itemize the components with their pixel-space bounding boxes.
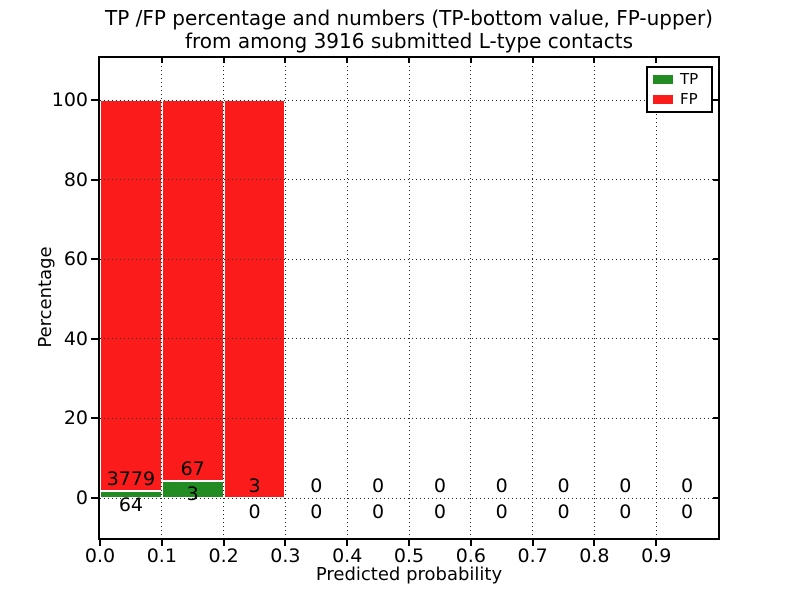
y-tick-mark <box>91 497 98 499</box>
x-tick-label: 0.6 <box>455 545 486 567</box>
x-tick-mark-top <box>469 58 472 63</box>
x-tick-label: 0.1 <box>146 545 177 567</box>
gridline-vertical <box>655 58 657 538</box>
y-tick-label: 0 <box>75 487 88 509</box>
y-axis-label: Percentage <box>35 246 56 348</box>
gridline-vertical <box>161 58 163 538</box>
x-tick-mark-top <box>222 58 225 63</box>
fp-count-label: 0 <box>495 475 508 498</box>
y-tick-mark <box>91 99 98 101</box>
fp-count-label: 0 <box>619 475 632 498</box>
x-tick-mark-top <box>284 58 287 63</box>
y-tick-mark <box>91 258 98 261</box>
chart-title-line1: TP /FP percentage and numbers (TP-bottom… <box>105 6 713 30</box>
x-axis-label: Predicted probability <box>315 564 503 585</box>
legend-label-fp: FP <box>680 89 698 108</box>
x-tick-mark <box>99 540 101 546</box>
y-tick-mark-right <box>713 99 718 101</box>
x-tick-mark <box>222 540 225 546</box>
fp-count-label: 67 <box>180 457 205 480</box>
chart-title-line2: from among 3916 submitted L-type contact… <box>184 29 634 53</box>
fp-bar-segment <box>161 100 224 481</box>
fp-count-label: 3 <box>248 475 261 498</box>
tp-swatch-icon <box>653 75 673 85</box>
y-tick-mark-right <box>713 178 718 181</box>
x-tick-label: 0.8 <box>579 545 610 567</box>
tp-count-label: 0 <box>681 500 694 523</box>
gridline-vertical <box>470 58 472 538</box>
y-tick-mark <box>91 417 98 420</box>
tp-count-label: 0 <box>248 500 261 523</box>
y-tick-label: 20 <box>63 407 88 430</box>
legend: TP FP <box>646 66 713 113</box>
y-tick-mark <box>91 337 98 340</box>
chart-title: TP /FP percentage and numbers (TP-bottom… <box>98 7 720 53</box>
x-tick-label: 0.9 <box>641 545 672 567</box>
gridline-vertical <box>284 58 286 538</box>
x-tick-mark-top <box>531 58 534 63</box>
fp-count-label: 0 <box>681 475 694 498</box>
x-tick-label: 0.0 <box>84 545 116 567</box>
x-tick-mark <box>593 540 596 546</box>
legend-label-tp: TP <box>680 70 699 89</box>
fp-count-label: 0 <box>557 475 570 498</box>
x-tick-label: 0.7 <box>517 545 548 567</box>
y-tick-label: 100 <box>51 89 88 111</box>
y-tick-label: 80 <box>63 168 88 191</box>
fp-count-label: 0 <box>433 475 446 498</box>
fp-count-label: 3779 <box>106 468 156 491</box>
gridline-vertical <box>532 58 534 538</box>
tp-count-label: 0 <box>372 500 385 523</box>
legend-item-fp: FP <box>653 89 706 108</box>
x-tick-label: 0.3 <box>270 545 301 567</box>
x-tick-mark <box>160 540 163 546</box>
tp-count-label: 3 <box>186 483 199 506</box>
x-tick-mark <box>408 540 410 546</box>
tp-count-label: 64 <box>118 493 143 516</box>
x-tick-mark <box>655 540 658 546</box>
gridline-vertical <box>408 58 410 538</box>
x-tick-label: 0.5 <box>393 545 425 567</box>
gridline-vertical <box>346 58 348 538</box>
y-tick-mark-right <box>713 417 718 420</box>
x-tick-mark <box>346 540 349 546</box>
tp-count-label: 0 <box>557 500 570 523</box>
fp-count-label: 0 <box>310 475 323 498</box>
y-tick-label: 60 <box>63 248 88 271</box>
fp-swatch-icon <box>653 94 673 104</box>
y-tick-label: 40 <box>63 327 88 350</box>
gridline-vertical <box>223 58 225 538</box>
y-tick-mark-right <box>713 337 718 340</box>
x-tick-mark-top <box>593 58 596 63</box>
x-tick-mark-top <box>160 58 163 63</box>
x-tick-label: 0.4 <box>332 545 363 567</box>
y-tick-mark-right <box>713 497 718 499</box>
y-tick-mark <box>91 178 98 181</box>
legend-item-tp: TP <box>653 72 706 87</box>
tp-count-label: 0 <box>495 500 508 523</box>
fp-bar-segment <box>223 100 286 498</box>
gridline-vertical <box>593 58 595 538</box>
tp-count-label: 0 <box>619 500 632 523</box>
x-tick-label: 0.2 <box>208 545 239 567</box>
x-tick-mark-top <box>408 58 410 63</box>
x-tick-mark <box>284 540 287 546</box>
fp-count-label: 0 <box>372 475 385 498</box>
plot-area: 3779 64 67 3 3 0 0 0 0 0 0 0 0 0 0 0 0 0 0 0 <box>91 56 720 546</box>
tp-count-label: 0 <box>433 500 446 523</box>
x-tick-mark <box>531 540 534 546</box>
x-tick-mark <box>469 540 472 546</box>
x-tick-mark-top <box>655 58 658 63</box>
fp-bar-segment <box>100 100 162 492</box>
x-tick-mark-top <box>346 58 349 63</box>
tp-count-label: 0 <box>310 500 323 523</box>
y-tick-mark-right <box>713 258 718 261</box>
